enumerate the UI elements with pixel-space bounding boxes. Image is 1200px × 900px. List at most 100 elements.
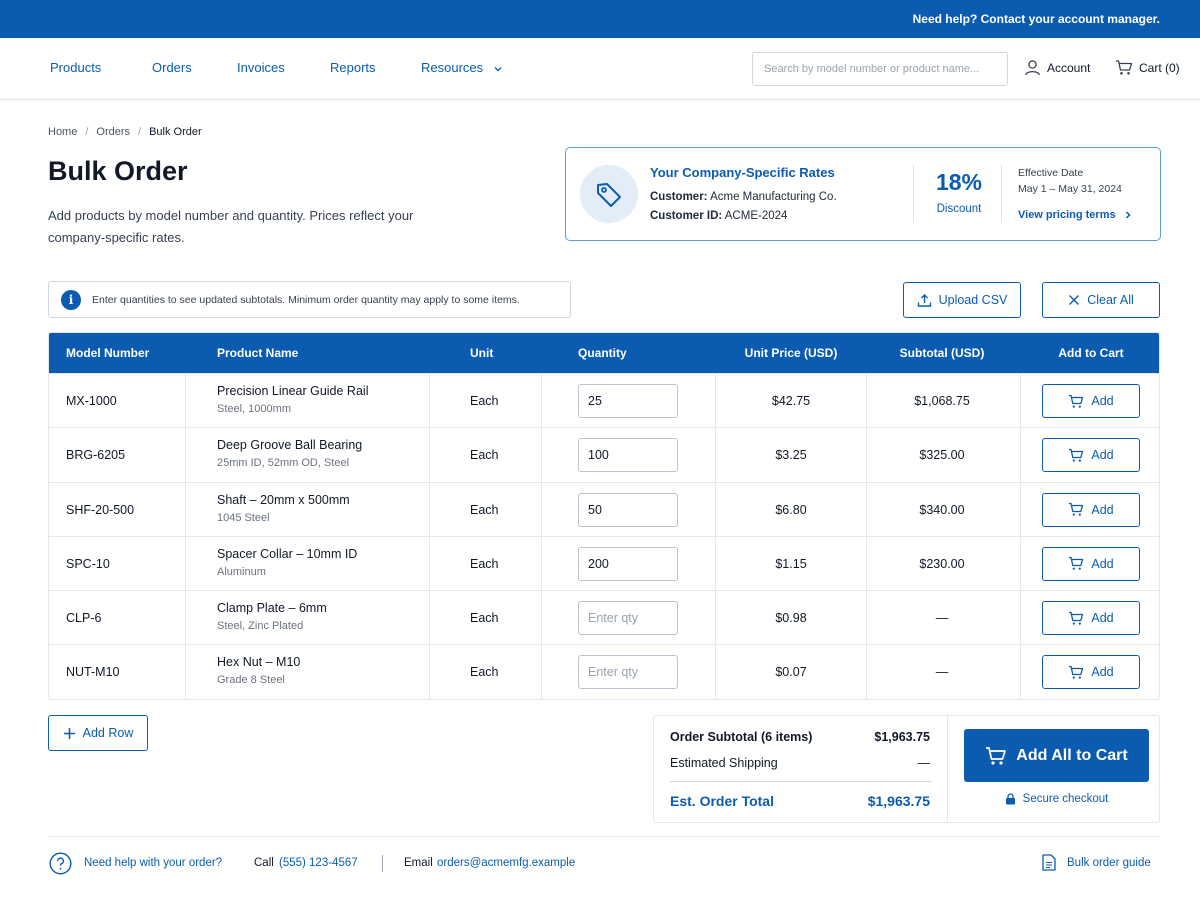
column-divider — [1020, 482, 1021, 536]
discount-value: 18% — [935, 169, 983, 195]
column-divider — [866, 536, 867, 591]
column-header-product-name: Product Name — [217, 346, 299, 360]
quantity-input[interactable] — [578, 438, 678, 473]
document-icon — [1042, 854, 1056, 871]
column-divider — [715, 482, 716, 536]
column-divider — [429, 536, 430, 591]
add-to-cart-button[interactable]: Add — [1042, 384, 1140, 418]
divider — [1001, 165, 1002, 223]
cell-product-description: Aluminum — [217, 565, 266, 578]
add-to-cart-button[interactable]: Add — [1042, 438, 1140, 473]
info-message: i Enter quantities to see updated subtot… — [48, 281, 571, 318]
column-divider — [1020, 536, 1021, 591]
cart-icon — [1069, 665, 1084, 679]
column-divider — [1020, 428, 1021, 482]
quantity-input[interactable] — [578, 492, 678, 527]
cell-unit-price: $1.15 — [775, 556, 807, 571]
view-pricing-terms-link[interactable]: View pricing terms — [1018, 209, 1133, 221]
nav-link-orders[interactable]: Orders — [152, 60, 192, 75]
column-divider — [541, 428, 542, 482]
order-subtotal-value: $1,963.75 — [874, 730, 930, 744]
email-link[interactable]: orders@acmemfg.example — [437, 857, 576, 869]
cell-product-name: Deep Groove Ball Bearing — [217, 438, 363, 453]
cart-button[interactable]: Cart (0) — [1115, 59, 1180, 76]
nav-link-products[interactable]: Products — [50, 60, 102, 75]
user-icon — [1025, 60, 1040, 76]
column-divider — [185, 374, 186, 428]
column-divider — [866, 591, 867, 645]
column-divider — [541, 645, 542, 699]
clear-all-button[interactable]: Clear All — [1042, 282, 1160, 318]
column-divider — [185, 645, 186, 699]
quantity-input[interactable] — [578, 601, 678, 636]
email-label: Email — [404, 857, 433, 869]
order-summary: Order Subtotal (6 items) $1,963.75 Estim… — [653, 715, 1160, 823]
call-label: Call — [254, 857, 274, 869]
divider — [670, 781, 931, 782]
bulk-order-guide-link[interactable]: Bulk order guide — [1067, 857, 1151, 869]
customer-id-value: ACME-2024 — [724, 210, 788, 222]
pricing-link-label: View pricing terms — [1018, 209, 1116, 221]
add-to-cart-button[interactable]: Add — [1042, 601, 1140, 636]
column-divider — [1020, 645, 1021, 699]
cell-unit: Each — [470, 502, 499, 517]
column-divider — [866, 374, 867, 428]
column-divider — [185, 482, 186, 536]
phone-link[interactable]: (555) 123-4567 — [279, 857, 358, 869]
page-intro: Add products by model number and quantit… — [48, 208, 414, 245]
top-announcement-bar: Need help? Contact your account manager. — [0, 0, 1200, 38]
breadcrumb-separator: / — [85, 126, 89, 138]
customer-id-label: Customer ID: — [650, 210, 723, 222]
chevron-right-icon — [1125, 211, 1131, 219]
column-divider — [866, 428, 867, 482]
cart-icon — [1069, 448, 1084, 462]
add-to-cart-button[interactable]: Add — [1042, 655, 1140, 690]
company-rates-card: Your Company-Specific Rates Customer: Ac… — [565, 147, 1161, 241]
cell-model-number: BRG-6205 — [66, 448, 126, 463]
cell-subtotal: $1,068.75 — [914, 394, 970, 408]
help-with-order-link[interactable]: Need help with your order? — [84, 857, 223, 869]
shipping-value: — — [917, 756, 931, 770]
account-button[interactable]: Account — [1024, 59, 1090, 76]
quantity-input[interactable] — [578, 655, 678, 690]
nav-link-resources[interactable]: Resources — [421, 60, 503, 75]
cell-product-name: Spacer Collar – 10mm ID — [217, 546, 358, 561]
upload-csv-label: Upload CSV — [938, 293, 1008, 307]
search-input[interactable] — [752, 52, 1008, 86]
nav-link-reports[interactable]: Reports — [330, 60, 376, 75]
cell-model-number: NUT-M10 — [66, 665, 120, 680]
breadcrumb-orders[interactable]: Orders — [96, 126, 131, 138]
add-to-cart-button[interactable]: Add — [1042, 546, 1140, 581]
nav-link-invoices[interactable]: Invoices — [237, 60, 285, 75]
upload-icon — [917, 293, 931, 307]
quantity-input[interactable] — [578, 384, 678, 418]
footer-divider — [48, 836, 1160, 837]
add-row-label: Add Row — [82, 726, 134, 740]
cell-product-description: 1045 Steel — [217, 511, 270, 524]
column-divider — [715, 536, 716, 591]
add-all-to-cart-button[interactable]: Add All to Cart — [964, 729, 1149, 782]
table-row: MX-1000 Precision Linear Guide Rail Steel,… — [49, 373, 1159, 428]
table-row: CLP-6 Clamp Plate – 6mm Steel, Zinc Plated… — [49, 590, 1159, 645]
close-icon — [1069, 295, 1080, 305]
column-header-add-to-cart: Add to Cart — [1058, 346, 1124, 360]
upload-csv-button[interactable]: Upload CSV — [903, 282, 1021, 318]
cell-model-number: SPC-10 — [66, 556, 110, 571]
contact-help-text: Need help? Contact your account manager. — [912, 12, 1160, 26]
breadcrumb-home[interactable]: Home — [48, 126, 78, 138]
clear-all-label: Clear All — [1087, 293, 1134, 307]
column-header-quantity: Quantity — [578, 346, 627, 360]
breadcrumb-separator: / — [138, 126, 142, 138]
quantity-input[interactable] — [578, 546, 678, 581]
divider — [947, 716, 948, 822]
cell-unit: Each — [470, 394, 499, 408]
add-to-cart-button[interactable]: Add — [1042, 492, 1140, 527]
add-row-button[interactable]: Add Row — [48, 715, 148, 751]
column-divider — [866, 645, 867, 699]
cell-unit-price: $42.75 — [771, 394, 811, 408]
cell-product-description: Steel, 1000mm — [217, 403, 291, 415]
breadcrumb-current: Bulk Order — [149, 126, 202, 138]
column-divider — [429, 374, 430, 428]
cell-product-description: Grade 8 Steel — [217, 674, 285, 687]
table-row: BRG-6205 Deep Groove Ball Bearing 25mm ID,… — [49, 427, 1159, 482]
